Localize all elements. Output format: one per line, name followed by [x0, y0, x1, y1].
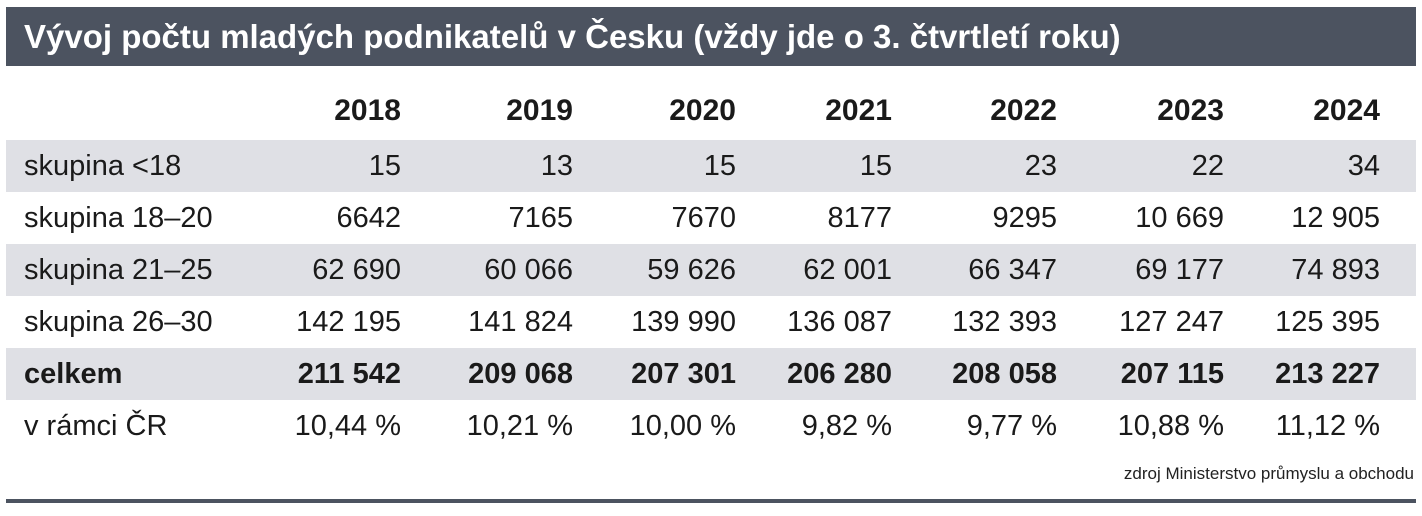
- table-cell: 10,00 %: [629, 409, 736, 442]
- table-header-row: 2018 2019 2020 2021 2022 2023 2024: [6, 82, 1416, 140]
- table-cell: 139 990: [631, 305, 736, 338]
- table-cell: 208 058: [892, 348, 1057, 400]
- table-cell: 12 905: [1291, 201, 1380, 234]
- source-note: zdroj Ministerstvo průmyslu a obchodu: [1123, 464, 1414, 483]
- table-cell: 9,77 %: [966, 409, 1057, 442]
- table-cell: 13: [401, 140, 573, 192]
- page-title: Vývoj počtu mladých podnikatelů v Česku …: [6, 7, 1416, 66]
- table-cell: 69 177: [1057, 244, 1224, 296]
- table-cell: 15: [243, 140, 401, 192]
- table-cell: 207 301: [573, 348, 736, 400]
- header-empty-cell: [6, 82, 243, 140]
- row-label: skupina 18–20: [24, 201, 213, 234]
- table-cell: 141 824: [468, 305, 573, 338]
- row-label: celkem: [6, 348, 243, 400]
- row-label: skupina 21–25: [6, 244, 243, 296]
- table-cell: 8177: [827, 201, 892, 234]
- table-total-row: celkem 211 542 209 068 207 301 206 280 2…: [6, 348, 1416, 400]
- table-cell: 15: [573, 140, 736, 192]
- table-row: skupina 18–20 6642 7165 7670 8177 9295 1…: [6, 192, 1416, 244]
- table-cell: 62 690: [243, 244, 401, 296]
- table-cell: 6642: [336, 201, 401, 234]
- table-cell: 9295: [992, 201, 1057, 234]
- data-table: 2018 2019 2020 2021 2022 2023 2024 skupi…: [6, 82, 1416, 452]
- table-row: skupina 21–25 62 690 60 066 59 626 62 00…: [6, 244, 1416, 296]
- table-cell: 23: [892, 140, 1057, 192]
- year-header: 2019: [506, 94, 573, 127]
- table-cell: 15: [736, 140, 892, 192]
- table-cell: 132 393: [952, 305, 1057, 338]
- table-cell: 206 280: [736, 348, 892, 400]
- table-cell: 74 893: [1224, 244, 1416, 296]
- table-cell: 136 087: [787, 305, 892, 338]
- table-cell: 60 066: [401, 244, 573, 296]
- row-label: skupina 26–30: [24, 305, 213, 338]
- table-cell: 10 669: [1135, 201, 1224, 234]
- table-cell: 9,82 %: [801, 409, 892, 442]
- table-row: skupina <18 15 13 15 15 23 22 34: [6, 140, 1416, 192]
- table-cell: 7670: [671, 201, 736, 234]
- table-row: v rámci ČR 10,44 % 10,21 % 10,00 % 9,82 …: [6, 400, 1416, 452]
- table-cell: 209 068: [401, 348, 573, 400]
- table-cell: 125 395: [1275, 305, 1380, 338]
- year-header: 2024: [1313, 94, 1380, 127]
- table-cell: 213 227: [1224, 348, 1416, 400]
- row-label: skupina <18: [6, 140, 243, 192]
- table-cell: 66 347: [892, 244, 1057, 296]
- table-cell: 127 247: [1119, 305, 1224, 338]
- table-cell: 10,88 %: [1117, 409, 1224, 442]
- table-row: skupina 26–30 142 195 141 824 139 990 13…: [6, 296, 1416, 348]
- table-cell: 7165: [508, 201, 573, 234]
- table-cell: 10,44 %: [294, 409, 401, 442]
- table-cell: 22: [1057, 140, 1224, 192]
- year-header: 2023: [1157, 94, 1224, 127]
- year-header: 2018: [334, 94, 401, 127]
- bottom-divider: [6, 499, 1416, 503]
- table-cell: 207 115: [1057, 348, 1224, 400]
- year-header: 2020: [669, 94, 736, 127]
- table-cell: 59 626: [573, 244, 736, 296]
- year-header: 2022: [990, 94, 1057, 127]
- table-cell: 142 195: [296, 305, 401, 338]
- table-cell: 11,12 %: [1275, 409, 1380, 442]
- table-cell: 34: [1224, 140, 1416, 192]
- table-cell: 211 542: [243, 348, 401, 400]
- table-cell: 10,21 %: [466, 409, 573, 442]
- table-cell: 62 001: [736, 244, 892, 296]
- row-label: v rámci ČR: [24, 409, 168, 442]
- year-header: 2021: [825, 94, 892, 127]
